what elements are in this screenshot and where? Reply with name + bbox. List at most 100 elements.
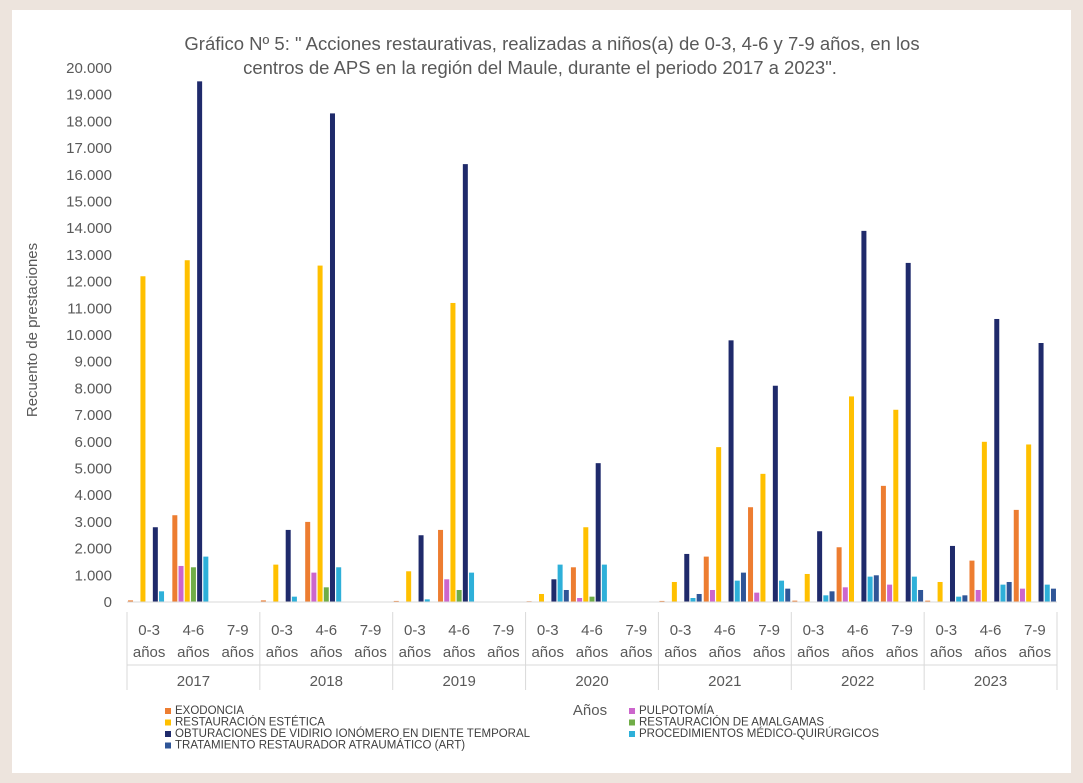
chart-title-line-1: Gráfico Nº 5: " Acciones restaurativas, … — [184, 33, 919, 54]
bar — [444, 579, 450, 602]
x-category-label-suffix: años — [841, 644, 874, 661]
bar — [311, 572, 317, 602]
y-tick-label: 12.000 — [66, 274, 112, 291]
bar — [203, 556, 209, 602]
bar — [551, 579, 557, 602]
bar — [577, 598, 583, 602]
x-category-label: 7-9 — [891, 622, 913, 639]
bar — [975, 589, 981, 602]
y-tick-label: 1.000 — [74, 567, 112, 584]
x-category-label-suffix: años — [310, 644, 343, 661]
x-category-label: 0-3 — [138, 622, 160, 639]
bar — [184, 260, 190, 602]
x-category-label-suffix: años — [620, 644, 653, 661]
x-category-label-suffix: años — [576, 644, 609, 661]
legend-label: TRATAMIENTO RESTAURADOR ATRAUMÁTICO (ART… — [175, 739, 465, 752]
bar — [260, 600, 266, 602]
x-category-label-suffix: años — [974, 644, 1007, 661]
bar — [880, 485, 886, 602]
bar — [305, 521, 311, 602]
bar — [329, 113, 335, 602]
bar — [128, 600, 134, 602]
bar — [159, 591, 165, 602]
bar — [450, 302, 456, 602]
bar — [760, 473, 766, 602]
y-tick-label: 9.000 — [74, 354, 112, 371]
x-category-label-suffix: años — [709, 644, 742, 661]
legend-swatch — [165, 742, 171, 749]
bar — [1013, 509, 1019, 602]
y-tick-label: 3.000 — [74, 514, 112, 531]
bar — [740, 572, 746, 602]
bar — [905, 262, 911, 602]
y-tick-label: 5.000 — [74, 461, 112, 478]
x-year-label: 2022 — [841, 673, 874, 690]
x-category-label: 0-3 — [803, 622, 825, 639]
y-tick-label: 18.000 — [66, 113, 112, 130]
legend-swatch — [165, 708, 171, 714]
y-tick-label: 4.000 — [74, 487, 112, 504]
y-tick-label: 17.000 — [66, 140, 112, 157]
bar — [804, 573, 810, 602]
x-category-label: 4-6 — [183, 622, 205, 639]
x-year-label: 2020 — [575, 673, 608, 690]
x-category-label: 0-3 — [537, 622, 559, 639]
x-category-label-suffix: años — [266, 644, 299, 661]
bar — [792, 600, 798, 602]
x-year-label: 2019 — [442, 673, 475, 690]
bar — [1026, 444, 1032, 602]
bar — [583, 527, 589, 602]
legend-label: RESTAURACIÓN ESTÉTICA — [175, 716, 325, 729]
bar — [601, 564, 607, 602]
chart-frame: Gráfico Nº 5: " Acciones restaurativas, … — [12, 10, 1071, 773]
bar — [779, 580, 785, 602]
x-category-label: 7-9 — [227, 622, 249, 639]
bar — [734, 580, 740, 602]
bar — [291, 596, 297, 602]
x-category-label-suffix: años — [753, 644, 786, 661]
x-category-label-suffix: años — [930, 644, 963, 661]
bar — [1006, 581, 1012, 602]
legend-label: PROCEDIMIENTOS MÉDICO-QUIRÚRGICOS — [639, 727, 879, 740]
bar — [418, 535, 424, 602]
bar — [323, 587, 329, 602]
x-category-label-suffix: años — [886, 644, 919, 661]
bar — [696, 593, 702, 602]
y-tick-label: 11.000 — [67, 300, 112, 317]
bar — [925, 600, 931, 602]
bar — [772, 385, 778, 602]
chart: Gráfico Nº 5: " Acciones restaurativas, … — [24, 33, 1058, 752]
x-category-label-suffix: años — [797, 644, 830, 661]
bar — [1044, 584, 1050, 602]
legend-swatch — [165, 731, 171, 737]
x-category-label: 7-9 — [758, 622, 780, 639]
bar — [754, 592, 760, 602]
x-category-label: 4-6 — [581, 622, 603, 639]
x-category-label-suffix: años — [399, 644, 432, 661]
bar — [748, 507, 754, 602]
bar — [172, 515, 178, 602]
y-axis-ticks: 0 1.000 2.000 3.000 4.000 5.000 6.000 7.000 8.00… — [66, 60, 112, 611]
bar — [949, 545, 955, 602]
bar — [197, 81, 203, 603]
bar — [438, 529, 444, 602]
x-category-label: 4-6 — [448, 622, 470, 639]
x-category-label-suffix: años — [443, 644, 476, 661]
bar — [140, 276, 146, 602]
bars — [128, 81, 1056, 603]
bar — [893, 409, 899, 602]
bar — [469, 572, 475, 602]
bar — [937, 581, 943, 602]
legend-label: RESTAURACIÓN DE AMALGAMAS — [639, 716, 824, 729]
x-category-label-suffix: años — [487, 644, 520, 661]
bar — [671, 581, 677, 602]
y-tick-label: 13.000 — [66, 247, 112, 264]
bar — [690, 598, 696, 602]
bar — [817, 531, 823, 602]
legend-swatch — [629, 708, 635, 714]
x-category-label: 0-3 — [935, 622, 957, 639]
bar — [836, 547, 842, 602]
bar — [285, 529, 291, 602]
y-tick-label: 2.000 — [74, 541, 112, 558]
x-category-label: 4-6 — [315, 622, 337, 639]
